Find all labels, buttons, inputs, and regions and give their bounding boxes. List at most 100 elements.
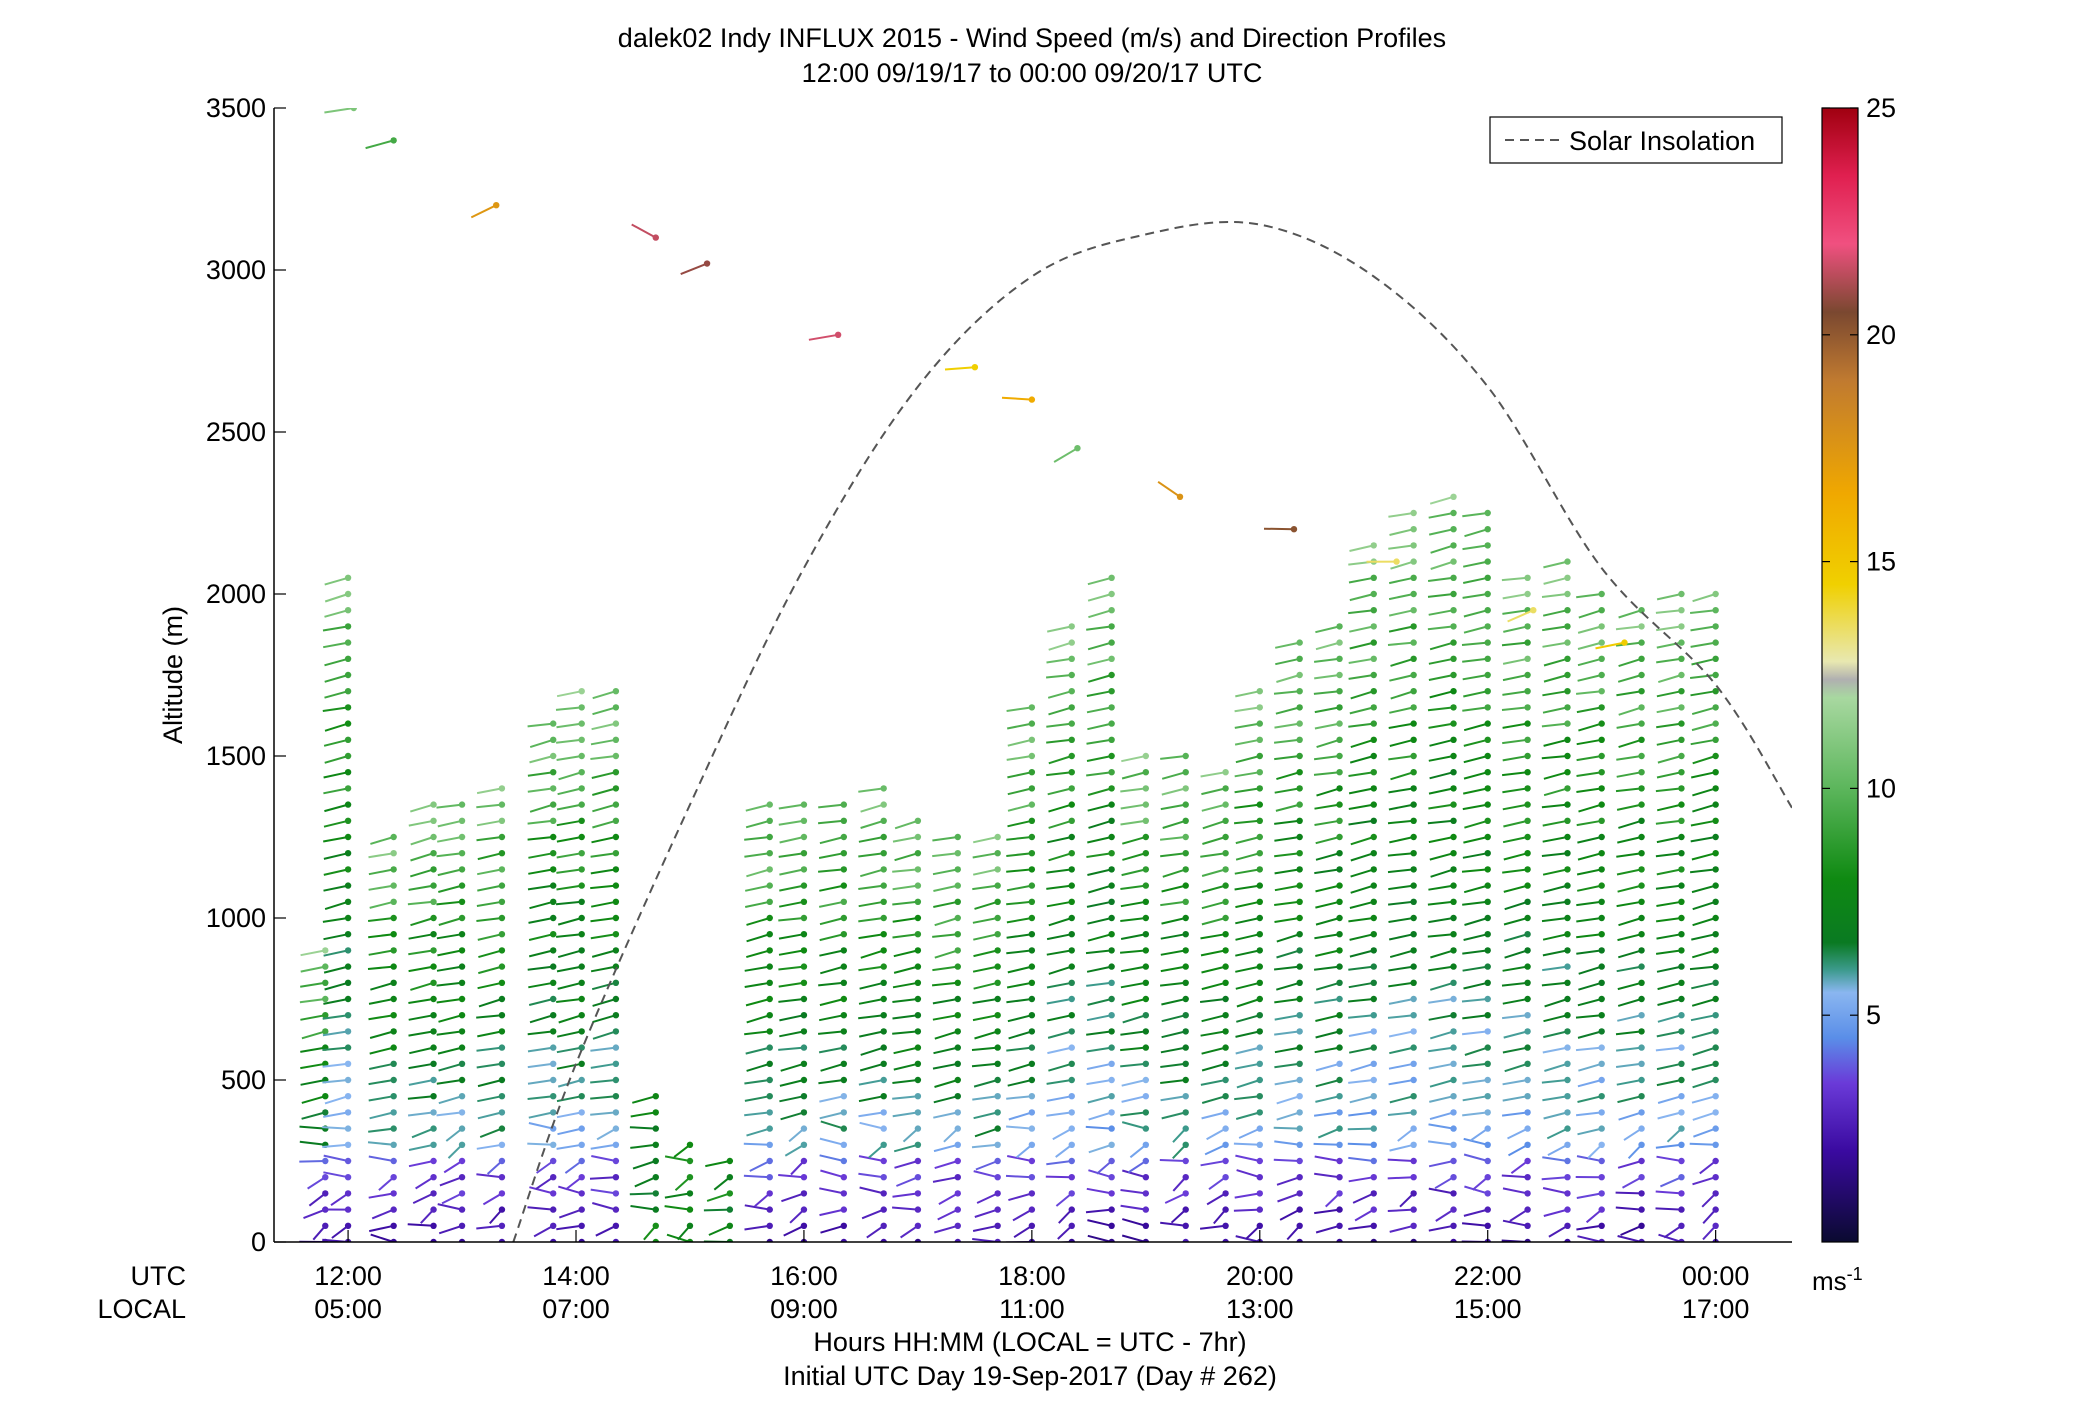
wind-barb-dot xyxy=(1564,801,1571,808)
wind-barb-dot xyxy=(550,817,557,824)
wind-barb-shaft xyxy=(1691,1062,1716,1071)
wind-barb-shaft xyxy=(1501,1014,1528,1020)
wind-barb-dot xyxy=(880,850,887,857)
wind-barb-dot xyxy=(612,995,620,1003)
wind-barb-dot xyxy=(1564,1060,1571,1068)
wind-barb-dot xyxy=(1108,1190,1115,1197)
wind-barb-shaft xyxy=(820,1062,845,1072)
wind-barb-dot xyxy=(1450,558,1457,565)
wind-barb-dot xyxy=(1296,1060,1303,1068)
wind-barb-dot xyxy=(686,1222,694,1230)
wind-barb-dot xyxy=(880,931,887,938)
wind-barb-dot xyxy=(1410,1060,1417,1068)
wind-barb-shaft xyxy=(1389,836,1414,844)
wind-barb-dot xyxy=(1564,979,1571,986)
wind-barb-dot xyxy=(1142,1157,1150,1165)
wind-barb-dot xyxy=(612,1157,620,1165)
wind-barb-shaft xyxy=(432,1241,434,1242)
wind-barb-dot xyxy=(344,704,352,711)
wind-barb-dot xyxy=(840,1028,848,1035)
wind-barb-shaft xyxy=(1120,803,1146,810)
wind-barb-dot xyxy=(1222,1109,1229,1116)
wind-barb-dot xyxy=(840,995,848,1003)
wind-barb-dot xyxy=(1222,1157,1229,1165)
wind-barb-shaft xyxy=(1275,657,1300,666)
wind-barb-dot xyxy=(1108,639,1115,646)
wind-barb-shaft xyxy=(1234,722,1260,729)
wind-barb-shaft xyxy=(1542,1187,1568,1195)
wind-barb-dot xyxy=(994,898,1001,905)
wind-barb-shaft xyxy=(533,1224,554,1238)
wind-barb-dot xyxy=(344,1012,352,1019)
wind-barb-dot xyxy=(1410,1206,1417,1213)
wind-barb-dot xyxy=(1564,898,1571,905)
x-axis-label: Hours HH:MM (LOCAL = UTC - 7hr) xyxy=(813,1327,1246,1357)
wind-barb-dot xyxy=(1638,1206,1645,1213)
wind-barb-dot xyxy=(1638,1157,1645,1165)
wind-barb-shaft xyxy=(1120,933,1147,940)
wind-barb-dot xyxy=(390,1012,397,1019)
wind-barb-dot xyxy=(1598,752,1605,760)
wind-barb-shaft xyxy=(1349,1095,1374,1104)
wind-barb-dot xyxy=(1256,1044,1263,1051)
wind-barb-dot xyxy=(344,995,352,1003)
wind-barb-dot xyxy=(550,1060,557,1068)
wind-barb-shaft xyxy=(408,1079,434,1086)
wind-barb-dot xyxy=(578,1141,585,1149)
wind-barb-shaft xyxy=(1007,965,1033,974)
wind-barb-dot xyxy=(840,1109,848,1116)
wind-barb-dot xyxy=(1182,931,1189,938)
wind-barb-dot xyxy=(1712,688,1719,695)
wind-barb-dot xyxy=(1142,947,1150,954)
wind-barb-shaft xyxy=(1234,1062,1260,1070)
wind-barb-shaft xyxy=(780,1062,805,1072)
wind-barb-dot xyxy=(971,364,979,371)
wind-barb-shaft xyxy=(1315,1079,1340,1088)
wind-barb-dot xyxy=(1296,720,1303,727)
wind-barb-dot xyxy=(1370,1028,1377,1035)
wind-barb-dot xyxy=(1296,882,1303,889)
wind-barb-shaft xyxy=(1430,544,1454,554)
wind-barb-dot xyxy=(578,931,585,938)
wind-barb-shaft xyxy=(768,1241,770,1242)
wind-barb-dot xyxy=(344,947,352,954)
wind-barb-dot xyxy=(578,736,585,743)
wind-barb-shaft xyxy=(1541,722,1568,728)
wind-barb-shaft xyxy=(590,1079,616,1084)
wind-barb-dot xyxy=(1336,1174,1343,1181)
wind-barb-shaft xyxy=(842,1241,844,1242)
wind-barb-shaft xyxy=(778,1046,805,1051)
wind-barb-dot xyxy=(1678,1125,1685,1132)
wind-barb-dot xyxy=(1524,1125,1531,1132)
wind-barb-dot xyxy=(1678,1012,1685,1019)
wind-barb-dot xyxy=(612,1190,620,1197)
wind-barb-shaft xyxy=(1541,803,1568,809)
wind-barb-shaft xyxy=(1501,771,1528,777)
wind-barb-shaft xyxy=(1618,1111,1642,1121)
wind-barb-shaft xyxy=(1576,1192,1602,1199)
wind-barb-shaft xyxy=(1615,787,1642,793)
wind-barb-shaft xyxy=(783,1224,805,1237)
wind-barb-dot xyxy=(1142,801,1150,808)
wind-barb-dot xyxy=(322,1157,329,1165)
wind-barb-dot xyxy=(1410,833,1417,841)
wind-barb-shaft xyxy=(1656,836,1682,844)
wind-barb-dot xyxy=(1142,1109,1150,1116)
wind-barb-shaft xyxy=(1007,819,1033,828)
wind-barb-dot xyxy=(1598,914,1605,922)
wind-barb-shaft xyxy=(408,1030,434,1037)
wind-barb-shaft xyxy=(1274,900,1300,906)
wind-barb-dot xyxy=(1712,866,1719,873)
wind-barb-shaft xyxy=(1689,965,1716,971)
wind-barb-shaft xyxy=(1616,852,1642,858)
wind-barb-shaft xyxy=(529,1014,554,1024)
wind-barb-dot xyxy=(800,963,808,970)
wind-barb-dot xyxy=(1028,817,1036,824)
wind-barb-dot xyxy=(1256,833,1263,841)
wind-barb-shaft xyxy=(1617,981,1642,991)
wind-barb-dot xyxy=(1484,1141,1491,1149)
wind-barb-shaft xyxy=(1461,868,1488,873)
wind-barb-dot xyxy=(344,688,352,695)
wind-barb-shaft xyxy=(1576,949,1602,955)
wind-barb-dot xyxy=(766,1174,773,1181)
